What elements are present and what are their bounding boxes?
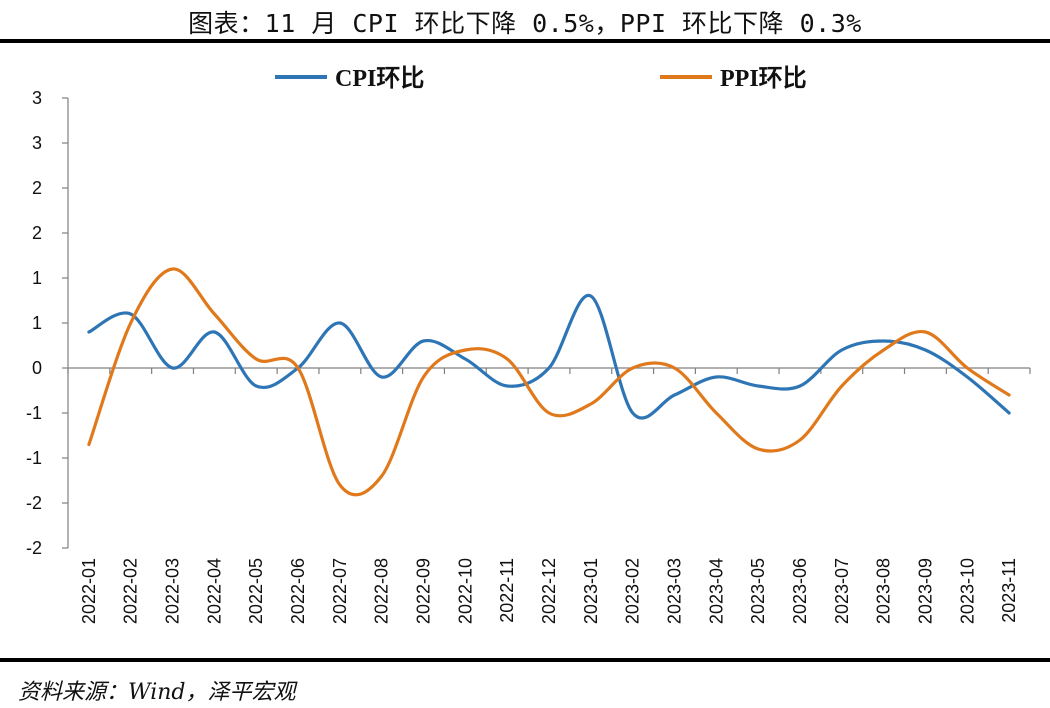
x-tick-label: 2022-11	[497, 558, 517, 623]
legend: CPI环比 PPI环比	[275, 65, 807, 92]
x-tick-label: 2023-03	[664, 558, 684, 624]
top-rule	[0, 39, 1050, 43]
x-tick-label: 2022-09	[414, 558, 434, 624]
x-tick-label: 2023-10	[957, 558, 977, 624]
x-tick-label: 2023-08	[874, 558, 894, 624]
x-tick-label: 2022-01	[79, 558, 99, 624]
x-tick-label: 2023-02	[623, 558, 643, 624]
x-tick-label: 2022-05	[246, 558, 266, 624]
series-line-1	[87, 267, 1011, 497]
x-tick-label: 2022-12	[539, 558, 559, 624]
x-tick-label: 2023-07	[832, 558, 852, 624]
x-tick-label: 2022-10	[455, 558, 475, 624]
y-tick-label: 2	[32, 178, 42, 198]
x-tick-label: 2023-01	[581, 558, 601, 624]
x-tick-label: 2022-04	[204, 558, 224, 624]
y-tick-label: 3	[32, 88, 42, 108]
y-tick-label: 2	[32, 223, 42, 243]
x-tick-label: 2022-02	[121, 558, 141, 624]
x-tick-label: 2023-05	[748, 558, 768, 624]
x-tick-label: 2023-04	[706, 558, 726, 624]
x-tick-label: 2022-03	[163, 558, 183, 624]
x-tick-label: 2023-09	[915, 558, 935, 624]
y-tick-label: 0	[32, 358, 42, 378]
axes: 3 3 2 2 1 1 0 -1 -1 -2 -2 2022-01 2022-02 2022-03 2022…	[26, 88, 1031, 624]
bottom-rule	[0, 658, 1050, 662]
x-tick-label: 2022-08	[372, 558, 392, 624]
y-tick-label: 1	[32, 268, 42, 288]
x-tick-label: 2022-07	[330, 558, 350, 624]
line-chart: CPI环比 PPI环比 3 3 2 2 1 1 0 -1 -1 -2 -2 2022-01 2022-02…	[26, 65, 1031, 624]
x-tick-label: 2023-11	[999, 558, 1019, 623]
y-tick-label: -2	[26, 538, 42, 558]
y-tick-label: 1	[32, 313, 42, 333]
series-layer	[87, 267, 1011, 497]
x-tick-label: 2023-06	[790, 558, 810, 624]
y-tick-label: -2	[26, 493, 42, 513]
legend-label: CPI环比	[335, 65, 424, 92]
series-line-0	[87, 294, 1011, 420]
legend-label: PPI环比	[720, 65, 807, 92]
source-note: 资料来源：Wind，泽平宏观	[18, 680, 296, 705]
chart-title: 图表：11 月 CPI 环比下降 0.5%，PPI 环比下降 0.3%	[188, 9, 862, 38]
y-tick-label: -1	[26, 448, 42, 468]
x-tick-label: 2022-06	[288, 558, 308, 624]
y-tick-label: -1	[26, 403, 42, 423]
y-tick-label: 3	[32, 133, 42, 153]
